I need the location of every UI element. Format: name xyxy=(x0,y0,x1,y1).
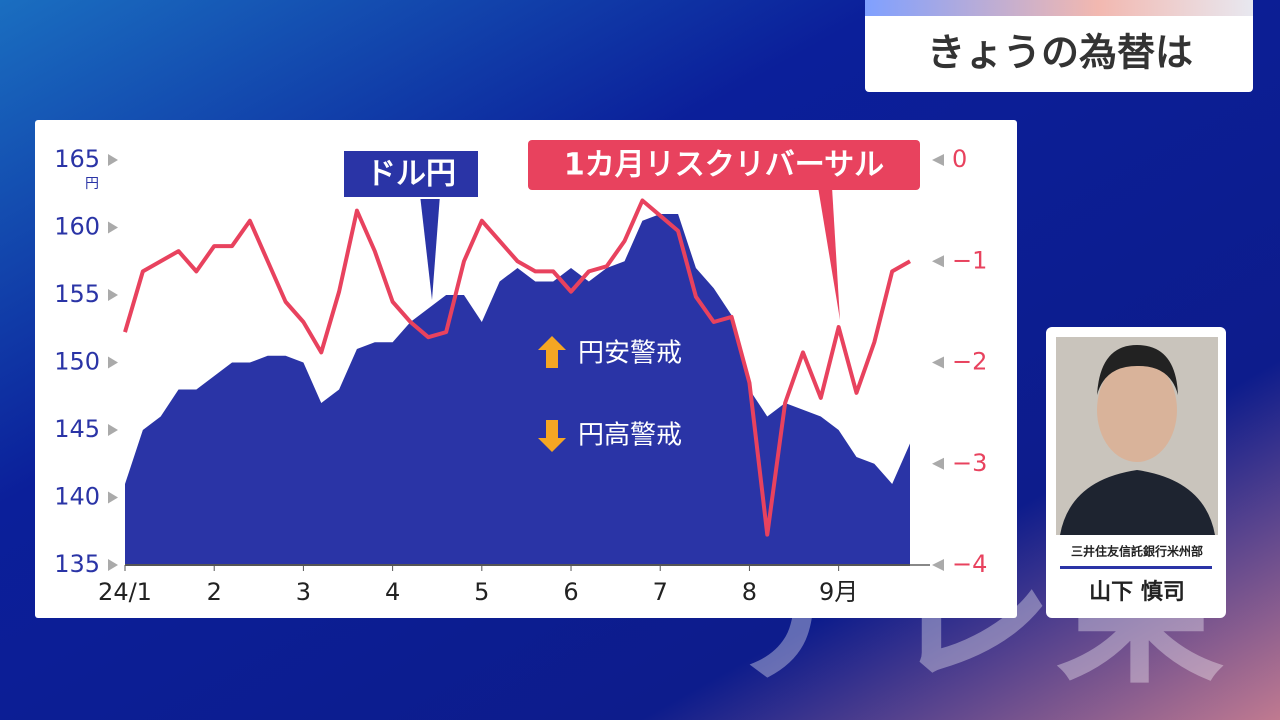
legend-box xyxy=(528,140,920,190)
y2-tick-mark xyxy=(932,255,944,268)
y2-tick-mark xyxy=(932,559,944,571)
x-tick-label: 8 xyxy=(742,578,757,606)
legend-label: ドル円 xyxy=(366,157,456,192)
header-strip xyxy=(865,0,1253,16)
x-tick-label: 9月 xyxy=(819,578,858,606)
y-tick-mark xyxy=(108,424,118,436)
y-tick-label: 165 xyxy=(54,145,100,173)
x-tick-label: 7 xyxy=(653,578,668,606)
y-tick-mark xyxy=(108,221,118,234)
guest-rule xyxy=(1060,566,1212,569)
header-box xyxy=(865,0,1253,92)
y-tick-mark xyxy=(108,356,118,369)
guest-affiliation: 三井住友信託銀行米州部 xyxy=(1071,544,1203,559)
down-arrow xyxy=(538,420,566,452)
y2-tick-mark xyxy=(932,154,944,166)
legend-pointer xyxy=(818,187,840,320)
y-tick-label: 155 xyxy=(54,280,100,308)
x-tick-label: 24/1 xyxy=(98,578,152,606)
line xyxy=(123,198,911,537)
face xyxy=(1097,358,1177,462)
y2-tick-mark xyxy=(932,356,944,369)
y2-tick-label: −2 xyxy=(952,348,987,376)
legend-label: 1カ月リスクリバーサル xyxy=(564,148,884,183)
x-tick-label: 5 xyxy=(474,578,489,606)
y-tick-mark xyxy=(108,154,118,166)
x-tick-label: 3 xyxy=(296,578,311,606)
y2-tick-label: −1 xyxy=(952,246,987,274)
legend-box xyxy=(342,149,480,199)
x-tick-label: 6 xyxy=(563,578,578,606)
x-tick-label: 4 xyxy=(385,578,400,606)
y-tick-label: 145 xyxy=(54,415,100,443)
y-tick-mark xyxy=(108,559,118,571)
annotation: 円高警戒 xyxy=(578,421,682,451)
y-tick-mark xyxy=(108,289,118,301)
y-tick-label: 140 xyxy=(54,483,100,511)
suit xyxy=(1060,470,1215,535)
y2-tick-mark xyxy=(932,457,944,470)
y-tick-label: 135 xyxy=(54,550,100,578)
y-tick-label: 150 xyxy=(54,348,100,376)
y2-tick-label: −4 xyxy=(952,550,987,578)
header-title: きょうの為替は xyxy=(927,31,1193,75)
y2-tick-label: 0 xyxy=(952,145,967,173)
hair xyxy=(1097,345,1178,395)
y-unit: 円 xyxy=(85,176,99,192)
x-tick-label: 2 xyxy=(207,578,222,606)
y-tick-mark xyxy=(108,491,118,504)
guest-name: 山下 慎司 xyxy=(1089,580,1185,605)
annotation: 円安警戒 xyxy=(578,339,682,369)
y-tick-label: 160 xyxy=(54,213,100,241)
y2-tick-label: −3 xyxy=(952,449,987,477)
area xyxy=(125,214,910,565)
plot: 135 140 145 150 155 160 165 円 −4 −3 −2 −1 0 24/1 2 3 4 5 6… xyxy=(54,140,987,606)
legend-pointer xyxy=(420,195,440,300)
up-arrow xyxy=(538,336,566,368)
